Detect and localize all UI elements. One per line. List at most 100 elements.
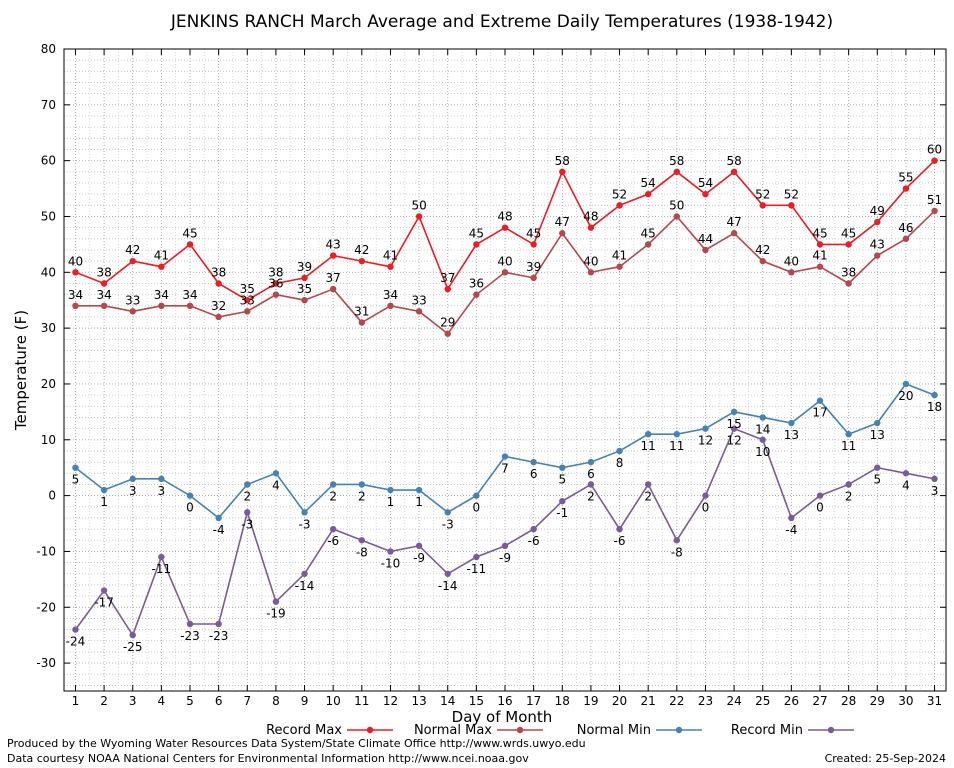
x-tick-label: 13	[411, 694, 426, 708]
normal-max-data-label: 51	[927, 193, 942, 207]
normal-min-data-label: 1	[100, 495, 108, 509]
legend-label-normal-min: Normal Min	[577, 723, 651, 738]
normal-max-point	[845, 280, 852, 287]
normal-max-point	[931, 207, 938, 215]
record-min-point	[816, 492, 824, 499]
normal-min-point	[874, 419, 881, 427]
normal-min-data-label: 11	[641, 439, 656, 453]
record-max-point	[673, 168, 681, 176]
x-axis-ticks: 1 2 3 4 5 6 7 8 9 10 11 12 13 14 15 16 17 18 19 20 21 22 23 24 2…	[72, 49, 942, 708]
normal-min-point	[759, 414, 766, 421]
x-tick-label: 17	[526, 694, 541, 708]
normal-max-point	[186, 302, 194, 309]
normal-min-data-label: 11	[669, 439, 684, 453]
normal-max-point	[100, 302, 108, 309]
record-max-point	[788, 202, 795, 209]
normal-max-point	[72, 302, 79, 309]
normal-max-data-label: 36	[268, 277, 283, 291]
record-max-point	[616, 202, 623, 209]
record-max-data-label: 58	[555, 154, 570, 168]
x-tick-label: 8	[272, 694, 280, 708]
record-min-point	[358, 537, 366, 544]
normal-min-point	[215, 514, 222, 522]
normal-min-data-label: 14	[755, 422, 770, 436]
record-min-data-label: 2	[644, 489, 652, 503]
normal-max-point	[530, 274, 537, 282]
x-tick-label: 20	[612, 694, 627, 708]
normal-min-point	[644, 431, 652, 438]
normal-max-data-label: 41	[812, 249, 827, 263]
record-min-data-label: -10	[381, 556, 401, 570]
record-max-point	[501, 224, 509, 231]
normal-max-point	[129, 308, 136, 315]
record-max-point	[702, 190, 709, 198]
x-tick-label: 30	[898, 694, 913, 708]
record-max-point	[158, 263, 165, 270]
y-tick-label: 10	[41, 433, 56, 447]
record-max-point	[559, 168, 566, 176]
record-min-data-label: -11	[152, 562, 172, 576]
normal-max-point	[673, 213, 681, 220]
normal-max-data-label: 40	[497, 254, 512, 268]
record-min-data-label: -6	[528, 534, 540, 548]
normal-max-data-label: 42	[755, 243, 770, 257]
record-max-data-label: 48	[583, 210, 598, 224]
normal-min-point	[272, 470, 280, 477]
normal-max-point	[358, 319, 366, 326]
normal-min-point	[129, 475, 136, 483]
legend-marker-record-min	[827, 726, 835, 734]
record-min-data-label: -9	[413, 551, 425, 565]
x-tick-label: 26	[784, 694, 799, 708]
normal-min-point	[559, 464, 566, 471]
record-max-data-label: 43	[326, 238, 341, 252]
record-max-point	[272, 280, 280, 287]
normal-max-data-label: 33	[411, 293, 426, 307]
normal-max-data-label: 29	[440, 316, 455, 330]
record-min-point	[301, 570, 308, 577]
record-min-point	[530, 525, 537, 533]
record-max-data-label: 58	[669, 154, 684, 168]
record-min-data-label: -1	[556, 506, 568, 520]
record-max-point	[644, 190, 652, 198]
record-max-point	[186, 241, 194, 248]
record-min-point	[874, 464, 881, 471]
normal-max-data-label: 37	[326, 271, 341, 285]
record-min-point	[415, 542, 423, 550]
record-min-point	[244, 509, 251, 516]
record-min-point	[702, 492, 709, 499]
record-max-point	[473, 241, 480, 248]
record-min-data-label: -25	[123, 640, 143, 654]
normal-max-data-label: 31	[354, 305, 369, 319]
record-max-data-label: 37	[440, 271, 455, 285]
record-min-data-label: -19	[266, 607, 286, 621]
record-max-data-label: 45	[526, 226, 541, 240]
normal-min-data-label: 6	[587, 467, 595, 481]
normal-max-point	[215, 313, 222, 321]
y-axis-label: Temperature (F)	[12, 310, 30, 431]
y-tick-label: 20	[41, 377, 56, 391]
normal-min-point	[730, 408, 738, 416]
normal-min-data-label: 2	[329, 489, 337, 503]
x-tick-label: 21	[641, 694, 656, 708]
normal-max-point	[730, 230, 738, 237]
normal-min-data-label: 4	[272, 478, 280, 492]
normal-min-data-label: 3	[158, 484, 166, 498]
y-tick-label: -30	[36, 656, 56, 670]
x-tick-label: 16	[497, 694, 512, 708]
normal-max-data-label: 44	[698, 232, 713, 246]
normal-max-point	[444, 330, 451, 337]
normal-min-data-label: 2	[243, 489, 251, 503]
record-max-point	[444, 285, 451, 293]
record-max-data-label: 60	[927, 143, 942, 157]
normal-max-point	[415, 308, 423, 315]
record-max-point	[587, 224, 595, 231]
legend-label-record-min: Record Min	[731, 723, 803, 738]
record-min-point	[272, 598, 280, 605]
x-tick-label: 11	[354, 694, 369, 708]
legend-label-record-max: Record Max	[266, 723, 342, 738]
normal-max-point	[759, 257, 766, 265]
x-tick-label: 9	[301, 694, 309, 708]
normal-max-data-label: 50	[669, 198, 684, 212]
record-max-data-label: 52	[784, 187, 799, 201]
normal-min-data-label: -3	[442, 517, 454, 531]
